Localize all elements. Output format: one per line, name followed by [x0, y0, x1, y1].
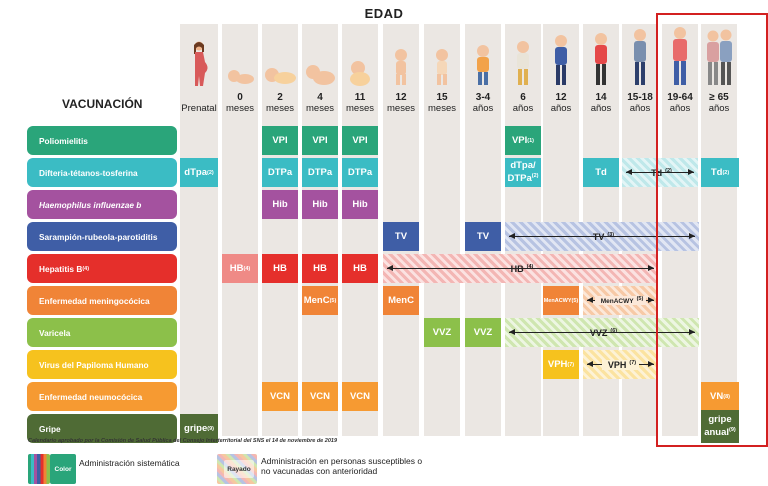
- vacunacion-title: VACUNACIÓN: [62, 97, 143, 111]
- teen-14-icon: [595, 33, 607, 85]
- cell-vvz-3-4a: VVZ: [465, 318, 501, 347]
- col-header-12a: 12 años: [550, 92, 572, 114]
- adult-19-64-icon: [673, 27, 687, 85]
- elderly-65-icon: [707, 29, 732, 85]
- col-header-4m: 4 meses: [306, 92, 334, 114]
- row-label-neumococica: Enfermedad neumocócica: [27, 382, 177, 411]
- cell-tv-3-4a: TV: [465, 222, 501, 251]
- legend-color-tag: Color: [50, 454, 76, 484]
- cell-vcn-11m: VCN: [342, 382, 378, 411]
- col-header-11m: 11 meses: [346, 92, 374, 114]
- row-label-varicela: Varicela: [27, 318, 177, 347]
- row-label-sarampion: Sarampión-rubeola-parotiditis: [27, 222, 177, 251]
- arrow-td: [626, 169, 694, 175]
- approval-note: Calendario aprobado por la Comisión de S…: [28, 438, 337, 444]
- cell-menacwy-12a: MenACWY (5): [543, 286, 579, 315]
- cell-td-65a: Td (2): [701, 158, 739, 187]
- col-header-0m: 0 meses: [226, 92, 254, 114]
- arrow-vvz: [509, 329, 695, 335]
- cell-tv-12m: TV: [383, 222, 419, 251]
- col-header-15m: 15 meses: [428, 92, 456, 114]
- baby-11m-icon: [350, 61, 370, 86]
- teen-15-18-icon: [634, 29, 646, 85]
- col-header-6a: 6 años: [512, 92, 534, 114]
- label-vph-span: VPH (7): [583, 350, 658, 379]
- cell-td-14a: Td: [583, 158, 619, 187]
- row-label-poliomielitis: Poliomielitis: [27, 126, 177, 155]
- cell-hb-4m: HB: [302, 254, 338, 283]
- cell-gripe-65a: gripe anual(9): [701, 410, 739, 443]
- cell-dtpa-11m: DTPa: [342, 158, 378, 187]
- cell-vpi-4m: VPI: [302, 126, 338, 155]
- row-label-vph: Virus del Papiloma Humano: [27, 350, 177, 379]
- row-label-difteria: Difteria-tétanos-tosferina: [27, 158, 177, 187]
- col-header-prenatal: Prenatal: [181, 103, 217, 114]
- cell-hib-4m: Hib: [302, 190, 338, 219]
- legend-color-swatch: [28, 454, 50, 484]
- cell-vcn-2m: VCN: [262, 382, 298, 411]
- newborn-icon: [228, 70, 254, 84]
- child-6-icon: [517, 41, 529, 85]
- label-menacwy-span: MenACWY (5): [583, 286, 658, 315]
- legend-rayado-tag: Rayado: [224, 460, 254, 478]
- cell-hb-2m: HB: [262, 254, 298, 283]
- label-vvz-span: VVZ (6): [589, 327, 618, 338]
- toddler-15m-icon: [436, 49, 448, 85]
- col-header-3-4a: 3-4 años: [472, 92, 494, 114]
- cell-hb-0m: HB (4): [222, 254, 258, 283]
- row-label-haemophilus: Haemophilus influenzae b: [27, 190, 177, 219]
- label-hb-span: HB (4): [510, 263, 534, 274]
- col-header-19-64a: 19-64 años: [667, 92, 693, 114]
- arrow-tv: [509, 233, 695, 239]
- cell-hib-11m: Hib: [342, 190, 378, 219]
- baby-2m-icon: [265, 68, 296, 84]
- col-header-14a: 14 años: [590, 92, 612, 114]
- cell-dtpa-prenatal: dTpa (2): [180, 158, 218, 187]
- arrow-hb: [387, 265, 654, 271]
- legend-rayado-text: Administración en personas susceptibles …: [261, 456, 423, 476]
- cell-vn-65a: VN (8): [701, 382, 739, 411]
- col-header-2m: 2 meses: [266, 92, 294, 114]
- cell-dtpa-2m: DTPa: [262, 158, 298, 187]
- cell-hib-2m: Hib: [262, 190, 298, 219]
- toddler-12m-icon: [395, 49, 407, 85]
- row-label-gripe: Gripe: [27, 414, 177, 443]
- edad-title: EDAD: [364, 6, 404, 21]
- child-12-icon: [555, 35, 567, 85]
- label-tv-span: TV (3): [592, 231, 615, 242]
- cell-vvz-15m: VVZ: [424, 318, 460, 347]
- cell-menc-12m: MenC: [383, 286, 419, 315]
- baby-4m-icon: [306, 65, 335, 85]
- highlight-frame-19-65: [656, 13, 768, 447]
- cell-dtpa-4m: DTPa: [302, 158, 338, 187]
- cell-vpi-6a: VPI (1): [505, 126, 541, 155]
- cell-menc-4m: MenC (5): [302, 286, 338, 315]
- row-label-meningococica: Enfermedad meningocócica: [27, 286, 177, 315]
- pregnant-woman-icon: [194, 41, 208, 86]
- legend-color-text: Administración sistemática: [79, 458, 180, 468]
- cell-vpi-2m: VPI: [262, 126, 298, 155]
- col-header-65a: ≥ 65 años: [708, 92, 730, 114]
- cell-gripe-prenatal: gripe (9): [180, 414, 218, 443]
- cell-vcn-4m: VCN: [302, 382, 338, 411]
- child-3-4-icon: [477, 45, 489, 85]
- cell-dtpa-6a: dTpa/DTPa(2): [505, 158, 541, 187]
- cell-vpi-11m: VPI: [342, 126, 378, 155]
- col-header-12m: 12 meses: [387, 92, 415, 114]
- row-label-hepatitis-b: Hepatitis B (4): [27, 254, 177, 283]
- col-header-15-18a: 15-18 años: [627, 92, 653, 114]
- cell-vph-12a: VPH (7): [543, 350, 579, 379]
- cell-hb-11m: HB: [342, 254, 378, 283]
